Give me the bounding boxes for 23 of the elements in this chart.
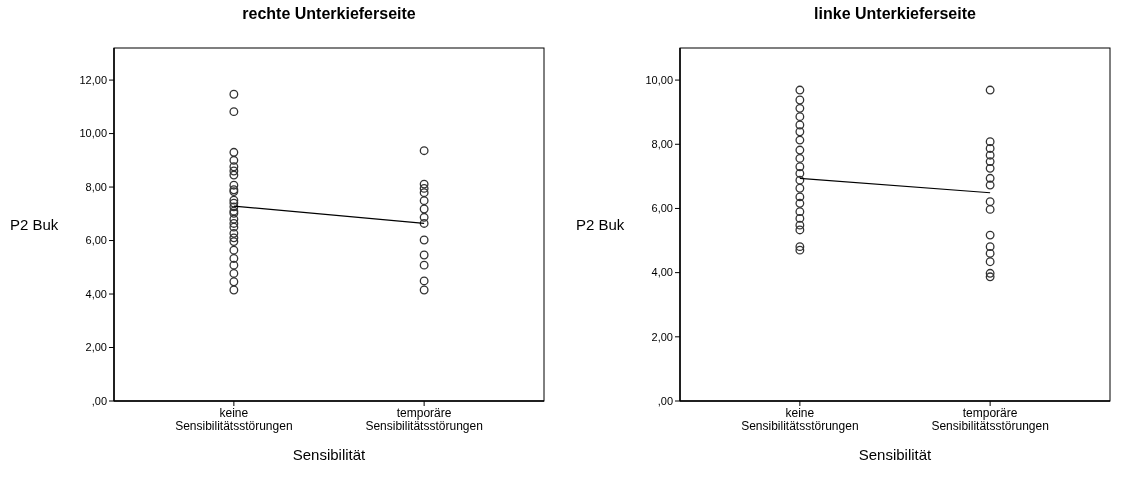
x-tick-label: keine Sensibilitätsstörungen <box>175 406 293 433</box>
y-tick-label: 8,00 <box>85 180 107 193</box>
y-tick-label: 6,00 <box>651 202 673 215</box>
y-tick-label: 10,00 <box>79 127 107 140</box>
y-tick-label: 6,00 <box>85 234 107 247</box>
y-tick-label: 4,00 <box>85 287 107 300</box>
y-tick-label: ,00 <box>657 394 673 407</box>
y-tick-label: 4,00 <box>651 266 673 279</box>
y-tick-label: ,00 <box>91 394 107 407</box>
x-axis-title: Sensibilität <box>292 446 367 463</box>
y-tick-label: 8,00 <box>651 138 673 151</box>
y-tick-label: 12,00 <box>79 73 107 86</box>
x-axis-title: Sensibilität <box>858 446 933 463</box>
y-tick-label: 2,00 <box>651 330 673 343</box>
x-tick-label: keine Sensibilitätsstörungen <box>741 406 859 433</box>
y-tick-label: 10,00 <box>645 73 673 86</box>
y-tick-label: 2,00 <box>85 341 107 354</box>
y-axis-title: P2 Buk <box>10 215 59 233</box>
y-axis-title: P2 Buk <box>576 215 625 233</box>
chart-title: linke Unterkieferseite <box>814 5 977 22</box>
x-tick-label: temporäre Sensibilitätsstörungen <box>931 406 1049 433</box>
chart-title: rechte Unterkieferseite <box>242 5 416 22</box>
x-tick-label: temporäre Sensibilitätsstörungen <box>365 406 483 433</box>
